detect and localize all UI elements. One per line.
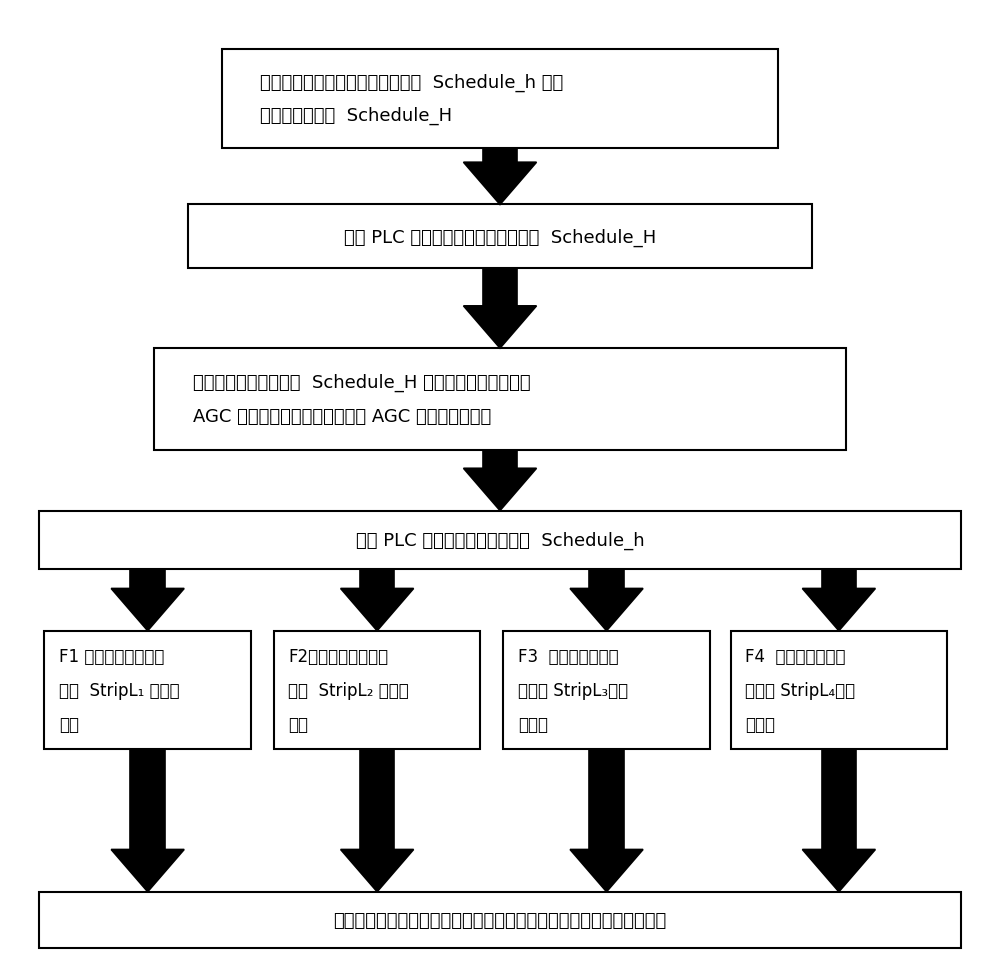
Polygon shape [111,850,184,892]
Text: F1 轧机轧出铝带长度: F1 轧机轧出铝带长度 [59,648,164,665]
Text: 起辊缝: 起辊缝 [745,715,775,733]
Text: 大于  StripL₁ 时抬起: 大于 StripL₁ 时抬起 [59,681,180,700]
Bar [130,749,165,850]
Polygon shape [341,589,414,631]
Polygon shape [570,850,643,892]
Text: 二级计算机系统设定料头压薄规程  Schedule_h 和成: 二级计算机系统设定料头压薄规程 Schedule_h 和成 [260,73,563,92]
Bar [483,149,517,163]
Text: 度大于 StripL₃时抬: 度大于 StripL₃时抬 [518,681,628,700]
Bar [360,749,394,850]
Text: 品厚度轧制规程  Schedule_H: 品厚度轧制规程 Schedule_H [260,107,452,125]
FancyBboxPatch shape [154,349,846,450]
Bar [483,269,517,307]
Polygon shape [111,589,184,631]
Bar [589,749,624,850]
Text: 锁定成品厚度轧制规程  Schedule_H 的各项设定数据，作为: 锁定成品厚度轧制规程 Schedule_H 的各项设定数据，作为 [193,373,530,392]
Text: 四个轧机的辊缝都恢复到位后，投入升速轧制，进入成品厚度轧制规程: 四个轧机的辊缝都恢复到位后，投入升速轧制，进入成品厚度轧制规程 [333,911,667,929]
Text: F3  轧机轧出铝带长: F3 轧机轧出铝带长 [518,648,618,665]
Bar [822,749,856,850]
Text: 辊缝: 辊缝 [59,715,79,733]
Text: 度大于 StripL₄时抬: 度大于 StripL₄时抬 [745,681,855,700]
Text: F2轧机轧出铝带长度: F2轧机轧出铝带长度 [288,648,388,665]
FancyBboxPatch shape [188,205,812,269]
Text: F4  轧机轧出铝带长: F4 轧机轧出铝带长 [745,648,846,665]
FancyBboxPatch shape [274,631,480,748]
FancyBboxPatch shape [222,50,778,149]
Bar [589,570,624,589]
Polygon shape [464,469,536,511]
Text: 一级 PLC 系统执行料头压薄规程  Schedule_h: 一级 PLC 系统执行料头压薄规程 Schedule_h [356,531,644,549]
Text: 辊缝: 辊缝 [288,715,308,733]
FancyBboxPatch shape [731,631,947,748]
Bar [483,450,517,469]
FancyBboxPatch shape [39,892,961,948]
Polygon shape [802,850,875,892]
Polygon shape [341,850,414,892]
Text: 一级 PLC 系统执行成品厚度轧制规程  Schedule_H: 一级 PLC 系统执行成品厚度轧制规程 Schedule_H [344,228,656,246]
FancyBboxPatch shape [503,631,710,748]
Bar [360,570,394,589]
Text: 起辊缝: 起辊缝 [518,715,548,733]
Polygon shape [802,589,875,631]
Bar [130,570,165,589]
Text: AGC 速度补偿的基准，同时激活 AGC 的速度补偿功能: AGC 速度补偿的基准，同时激活 AGC 的速度补偿功能 [193,407,491,425]
Text: 大于  StripL₂ 时抬起: 大于 StripL₂ 时抬起 [288,681,409,700]
Polygon shape [570,589,643,631]
Polygon shape [464,163,536,205]
FancyBboxPatch shape [39,511,961,570]
Polygon shape [464,307,536,349]
FancyBboxPatch shape [44,631,251,748]
Bar [822,570,856,589]
